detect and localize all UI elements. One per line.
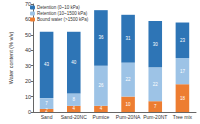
svg-text:Detention (0~10 kPa): Detention (0~10 kPa) [37, 5, 80, 10]
svg-text:Pum-20NA: Pum-20NA [116, 114, 141, 120]
svg-text:Tree mix: Tree mix [173, 114, 193, 120]
svg-text:30: 30 [153, 42, 159, 47]
svg-text:31: 31 [126, 36, 132, 41]
svg-text:Bound water (>1500 kPa): Bound water (>1500 kPa) [37, 17, 89, 22]
svg-text:43: 43 [44, 62, 50, 67]
svg-text:20: 20 [25, 78, 31, 84]
svg-text:40: 40 [71, 60, 77, 65]
svg-text:23: 23 [180, 38, 186, 43]
svg-text:22: 22 [126, 77, 132, 82]
svg-text:10: 10 [25, 94, 31, 100]
svg-text:4: 4 [100, 106, 103, 111]
svg-text:70: 70 [24, 1, 31, 7]
svg-text:2: 2 [45, 108, 48, 113]
svg-text:7: 7 [154, 104, 157, 109]
svg-text:0: 0 [28, 109, 31, 115]
svg-text:40: 40 [25, 47, 31, 53]
svg-text:10: 10 [126, 102, 132, 107]
svg-text:7: 7 [45, 101, 48, 106]
svg-text:17: 17 [180, 69, 186, 74]
svg-text:Sand-20NC: Sand-20NC [61, 114, 88, 120]
svg-text:60: 60 [24, 16, 31, 23]
svg-text:50: 50 [25, 32, 31, 38]
svg-text:30: 30 [25, 63, 31, 69]
svg-text:Sand: Sand [41, 114, 53, 120]
svg-text:Pum-20NT: Pum-20NT [143, 114, 167, 120]
svg-text:4: 4 [73, 106, 76, 111]
svg-text:Water content (% v/v): Water content (% v/v) [8, 31, 14, 84]
svg-text:26: 26 [98, 83, 104, 88]
svg-text:36: 36 [98, 35, 104, 40]
svg-text:8: 8 [73, 97, 76, 102]
svg-text:Pumice: Pumice [93, 114, 110, 120]
svg-text:18: 18 [180, 96, 186, 101]
svg-text:Retention (10~1500 kPa): Retention (10~1500 kPa) [37, 11, 88, 16]
svg-text:22: 22 [153, 82, 159, 87]
